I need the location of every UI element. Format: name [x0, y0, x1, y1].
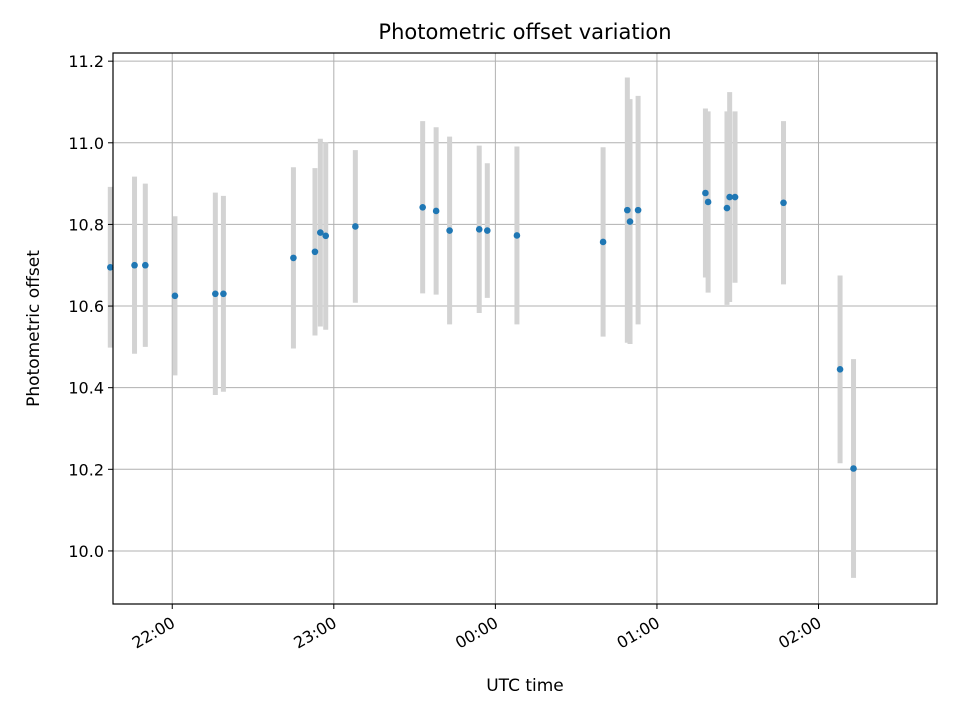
grid-layer — [113, 53, 937, 604]
data-point — [704, 198, 712, 206]
data-point — [634, 206, 642, 214]
data-point — [484, 227, 491, 234]
data-point — [599, 238, 607, 246]
data-point — [723, 204, 731, 212]
y-tick-label: 10.4 — [68, 379, 104, 398]
y-tick-label: 10.0 — [68, 542, 104, 561]
chart-title: Photometric offset variation — [378, 20, 671, 44]
data-point — [475, 226, 483, 233]
data-point — [131, 261, 138, 269]
data-point — [850, 465, 857, 472]
data-point — [726, 193, 733, 201]
data-point — [107, 263, 114, 271]
y-tick-label: 10.2 — [68, 460, 104, 479]
x-tick-label: 22:00 — [129, 613, 178, 653]
errorbar-layer — [107, 77, 857, 578]
x-tick-label: 01:00 — [614, 613, 663, 653]
x-tick-label: 00:00 — [452, 613, 501, 653]
y-tick-label: 11.0 — [68, 134, 104, 153]
data-point — [352, 223, 359, 230]
data-point — [317, 229, 324, 236]
data-point — [212, 290, 219, 298]
y-tick-label: 11.2 — [68, 52, 104, 71]
x-tick-label: 02:00 — [775, 613, 824, 653]
data-point — [322, 232, 330, 240]
plot-frame — [112, 52, 938, 605]
x-axis-label: UTC time — [486, 676, 564, 696]
data-point — [171, 292, 179, 300]
y-tick-label: 10.8 — [68, 215, 104, 234]
point-layer — [107, 189, 857, 472]
data-point — [626, 218, 634, 225]
y-tick-label: 10.6 — [68, 297, 104, 316]
data-point — [220, 290, 227, 298]
data-point — [419, 203, 426, 211]
data-point — [432, 207, 440, 215]
data-point — [513, 232, 521, 239]
data-point — [142, 261, 149, 269]
tick-layer: 10.0 10.2 10.4 10.6 10.8 11.0 11.2 22:00 23:00 00… — [68, 52, 824, 652]
data-point — [702, 189, 709, 197]
data-point — [290, 254, 297, 262]
data-point — [624, 206, 631, 214]
x-tick-label: 23:00 — [290, 613, 339, 653]
data-point — [780, 199, 787, 207]
data-point — [836, 366, 844, 373]
data-point — [446, 227, 453, 234]
data-point — [311, 248, 319, 256]
y-axis-label: Photometric offset — [24, 250, 44, 407]
data-point — [731, 193, 739, 201]
